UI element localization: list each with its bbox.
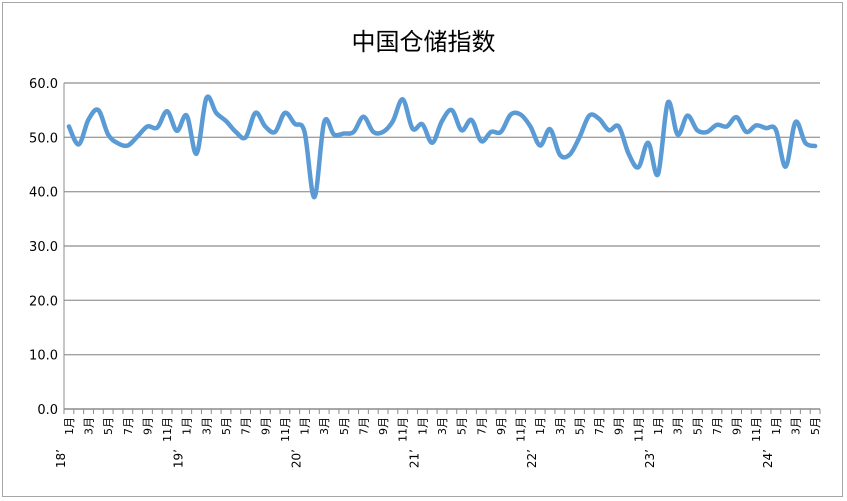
y-tick-label: 40.0 — [29, 186, 58, 201]
series-line — [66, 94, 818, 200]
x-tick-label: 1月 — [652, 417, 665, 435]
x-tick-label: 3月 — [318, 417, 331, 435]
x-tick-label: 5月 — [691, 417, 704, 435]
x-tick-label: 1月 — [534, 417, 547, 435]
x-tick-label: 7月 — [122, 417, 135, 435]
x-tick-label: 5月 — [456, 417, 469, 435]
x-tick-label: 9月 — [377, 417, 390, 435]
x-year-label: 21’ — [407, 449, 421, 468]
x-tick-label: 5月 — [573, 417, 586, 435]
x-tick-label: 3月 — [789, 417, 802, 435]
x-tick-label: 11月 — [515, 417, 528, 442]
x-tick-label: 11月 — [632, 417, 645, 442]
x-tick-label: 7月 — [593, 417, 606, 435]
x-tick-label: 11月 — [161, 417, 174, 442]
x-tick-label: 9月 — [613, 417, 626, 435]
x-tick-label: 3月 — [83, 417, 96, 435]
x-tick-label: 5月 — [220, 417, 233, 435]
y-tick-label: 50.0 — [29, 131, 58, 146]
x-tick-label: 7月 — [357, 417, 370, 435]
y-tick-label: 60.0 — [29, 77, 58, 92]
y-tick-label: 20.0 — [29, 294, 58, 309]
x-tick-label: 3月 — [200, 417, 213, 435]
x-tick-label: 5月 — [809, 417, 822, 435]
x-tick-label: 1月 — [299, 417, 312, 435]
y-tick-label: 0.0 — [37, 403, 58, 418]
y-tick-label: 10.0 — [29, 349, 58, 364]
x-tick-label: 5月 — [102, 417, 115, 435]
x-tick-label: 1月 — [416, 417, 429, 435]
y-tick-label: 30.0 — [29, 240, 58, 255]
x-tick-label: 5月 — [338, 417, 351, 435]
x-year-label: 19’ — [172, 449, 186, 468]
x-tick-label: 11月 — [279, 417, 292, 442]
x-year-label: 22’ — [525, 449, 539, 468]
x-tick-label: 9月 — [495, 417, 508, 435]
x-tick-label: 11月 — [397, 417, 410, 442]
x-year-label: 24’ — [761, 449, 775, 468]
x-tick-label: 7月 — [475, 417, 488, 435]
x-tick-label: 1月 — [63, 417, 76, 435]
x-tick-label: 1月 — [181, 417, 194, 435]
x-tick-label: 9月 — [141, 417, 154, 435]
x-year-label: 23’ — [643, 449, 657, 468]
x-tick-label: 1月 — [770, 417, 783, 435]
x-tick-label: 7月 — [711, 417, 724, 435]
x-tick-label: 3月 — [672, 417, 685, 435]
x-year-label: 20’ — [290, 449, 304, 468]
x-tick-label: 11月 — [750, 417, 763, 442]
x-tick-label: 9月 — [731, 417, 744, 435]
x-tick-label: 9月 — [259, 417, 272, 435]
x-tick-label: 3月 — [436, 417, 449, 435]
chart-title: 中国仓储指数 — [351, 28, 496, 56]
x-year-label: 18’ — [54, 449, 68, 468]
x-tick-label: 7月 — [240, 417, 253, 435]
x-tick-label: 3月 — [554, 417, 567, 435]
